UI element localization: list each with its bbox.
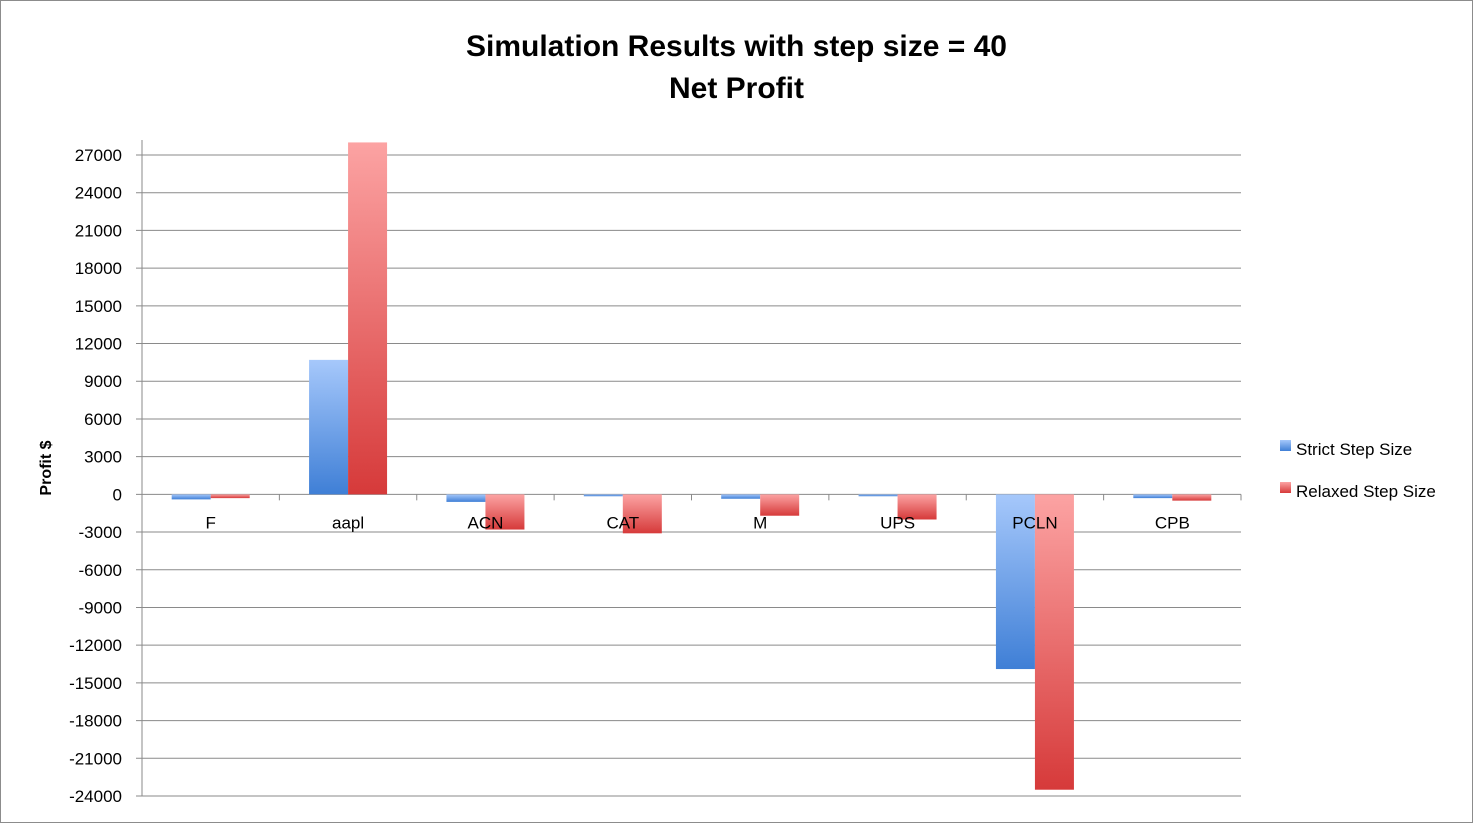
x-category-label: M <box>753 513 767 532</box>
bar-M-series-1 <box>721 494 761 499</box>
bar-PCLN-series-1 <box>995 494 1035 670</box>
x-category-label: ACN <box>467 513 503 532</box>
chart-title: Simulation Results with step size = 40 N… <box>0 26 1473 110</box>
x-category-label: PCLN <box>1012 513 1057 532</box>
y-axis-label: Profit $ <box>38 440 55 495</box>
y-tick-label: 21000 <box>75 221 122 240</box>
bar-PCLN-series-2 <box>1034 494 1074 790</box>
bar-ACN-series-1 <box>446 494 486 502</box>
x-category-label: aapl <box>332 513 364 532</box>
bar-aapl-series-1 <box>309 359 349 495</box>
axes <box>141 140 1242 796</box>
y-tick-label: 0 <box>113 485 122 504</box>
bar-CAT-series-1 <box>583 494 623 497</box>
y-tick-label: 18000 <box>75 259 122 278</box>
bar-UPS-series-2 <box>897 494 937 520</box>
legend: Strict Step Size Relaxed Step Size <box>1280 440 1436 501</box>
y-tick-label: -12000 <box>69 636 122 655</box>
y-tick-label: 9000 <box>84 372 122 391</box>
y-tick-label: 24000 <box>75 184 122 203</box>
bars <box>171 142 1212 790</box>
bar-M-series-2 <box>760 494 800 516</box>
legend-swatch <box>1280 482 1291 493</box>
bar-CAT-series-2 <box>622 494 662 534</box>
bar-aapl-series-2 <box>348 142 388 495</box>
legend-label: Relaxed Step Size <box>1296 482 1436 501</box>
legend-label: Strict Step Size <box>1296 440 1412 459</box>
y-tick-label: -21000 <box>69 749 122 768</box>
bar-CPB-series-2 <box>1172 494 1212 501</box>
y-tick-label: -18000 <box>69 712 122 731</box>
y-tick-label: 3000 <box>84 448 122 467</box>
y-tick-label: -24000 <box>69 787 122 806</box>
bar-CPB-series-1 <box>1133 494 1173 499</box>
x-category-label: F <box>205 513 215 532</box>
y-tick-label: -15000 <box>69 674 122 693</box>
x-category-label: UPS <box>880 513 915 532</box>
bar-F-series-2 <box>210 494 250 499</box>
bar-UPS-series-1 <box>858 494 898 497</box>
y-tick-label: -6000 <box>79 561 122 580</box>
x-category-label: CAT <box>606 513 639 532</box>
chart-title-line-1: Simulation Results with step size = 40 <box>466 30 1007 63</box>
bar-ACN-series-2 <box>485 494 525 530</box>
chart-title-line-2: Net Profit <box>669 72 804 105</box>
y-tick-label: 27000 <box>75 146 122 165</box>
gridlines <box>136 154 1241 797</box>
y-tick-labels: 27000 24000 21000 18000 15000 12000 9000 6000 30… <box>69 146 122 806</box>
y-tick-label: -9000 <box>79 598 122 617</box>
y-tick-label: 6000 <box>84 410 122 429</box>
y-tick-label: -3000 <box>79 523 122 542</box>
y-tick-label: 15000 <box>75 297 122 316</box>
bar-F-series-1 <box>171 494 211 500</box>
legend-swatch <box>1280 440 1291 451</box>
x-category-label: CPB <box>1155 513 1190 532</box>
y-tick-label: 12000 <box>75 335 122 354</box>
